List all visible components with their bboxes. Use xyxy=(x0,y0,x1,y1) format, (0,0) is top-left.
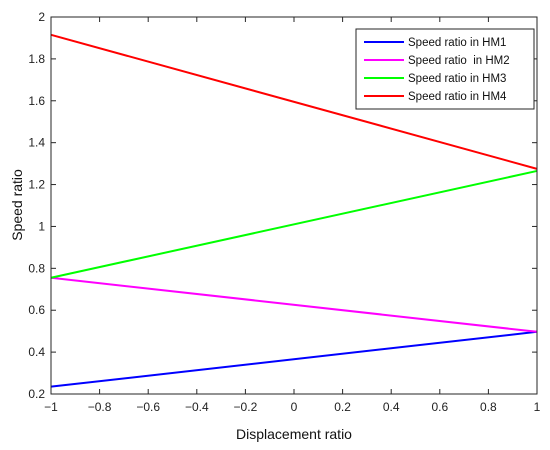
x-tick-label: 0.8 xyxy=(480,400,497,414)
y-tick-label: 1.2 xyxy=(28,178,45,192)
x-tick-label: −0.8 xyxy=(88,400,112,414)
x-tick-label: 0.2 xyxy=(334,400,351,414)
series-lines xyxy=(50,33,538,388)
x-tick-label: −0.4 xyxy=(185,400,209,414)
series-line-hm4 xyxy=(50,33,538,170)
y-tick-label: 0.2 xyxy=(28,387,45,401)
series-line-hm2 xyxy=(50,276,538,333)
y-tick-label: 1.4 xyxy=(28,136,45,150)
legend-label: Speed ratio in HM3 xyxy=(408,73,506,85)
y-tick-label: 1.8 xyxy=(28,52,45,66)
x-axis-label: Displacement ratio xyxy=(236,426,352,442)
series-line-hm1 xyxy=(50,330,538,388)
series-line-hm3 xyxy=(50,169,538,279)
legend: Speed ratio in HM1 Speed ratio in HM2 Spee… xyxy=(355,28,535,110)
y-tick-label: 0.8 xyxy=(28,261,45,275)
x-tick-label: 1 xyxy=(534,400,541,414)
y-tick-label: 0.6 xyxy=(28,303,45,317)
legend-label: Speed ratio in HM4 xyxy=(408,91,507,103)
x-tick-label: −0.6 xyxy=(136,400,160,414)
x-tick-label: 0 xyxy=(291,400,298,414)
y-axis-label: Speed ratio xyxy=(9,169,25,241)
x-axis-ticks: −1 −0.8 −0.6 −0.4 −0.2 0 0.2 0.4 0.6 0.8 1 xyxy=(44,17,541,414)
y-tick-label: 1 xyxy=(38,219,45,233)
y-tick-label: 1.6 xyxy=(28,94,45,108)
y-tick-label: 2 xyxy=(38,10,45,24)
y-tick-label: 0.4 xyxy=(28,345,45,359)
x-tick-label: 0.4 xyxy=(383,400,400,414)
x-tick-label: 0.6 xyxy=(431,400,448,414)
legend-label: Speed ratio in HM1 xyxy=(408,37,506,49)
x-tick-label: −1 xyxy=(44,400,58,414)
legend-label: Speed ratio in HM2 xyxy=(408,55,510,67)
x-tick-label: −0.2 xyxy=(234,400,258,414)
y-axis-ticks: 0.2 0.4 0.6 0.8 1 1.2 1.4 1.6 1.8 2 xyxy=(28,10,537,401)
